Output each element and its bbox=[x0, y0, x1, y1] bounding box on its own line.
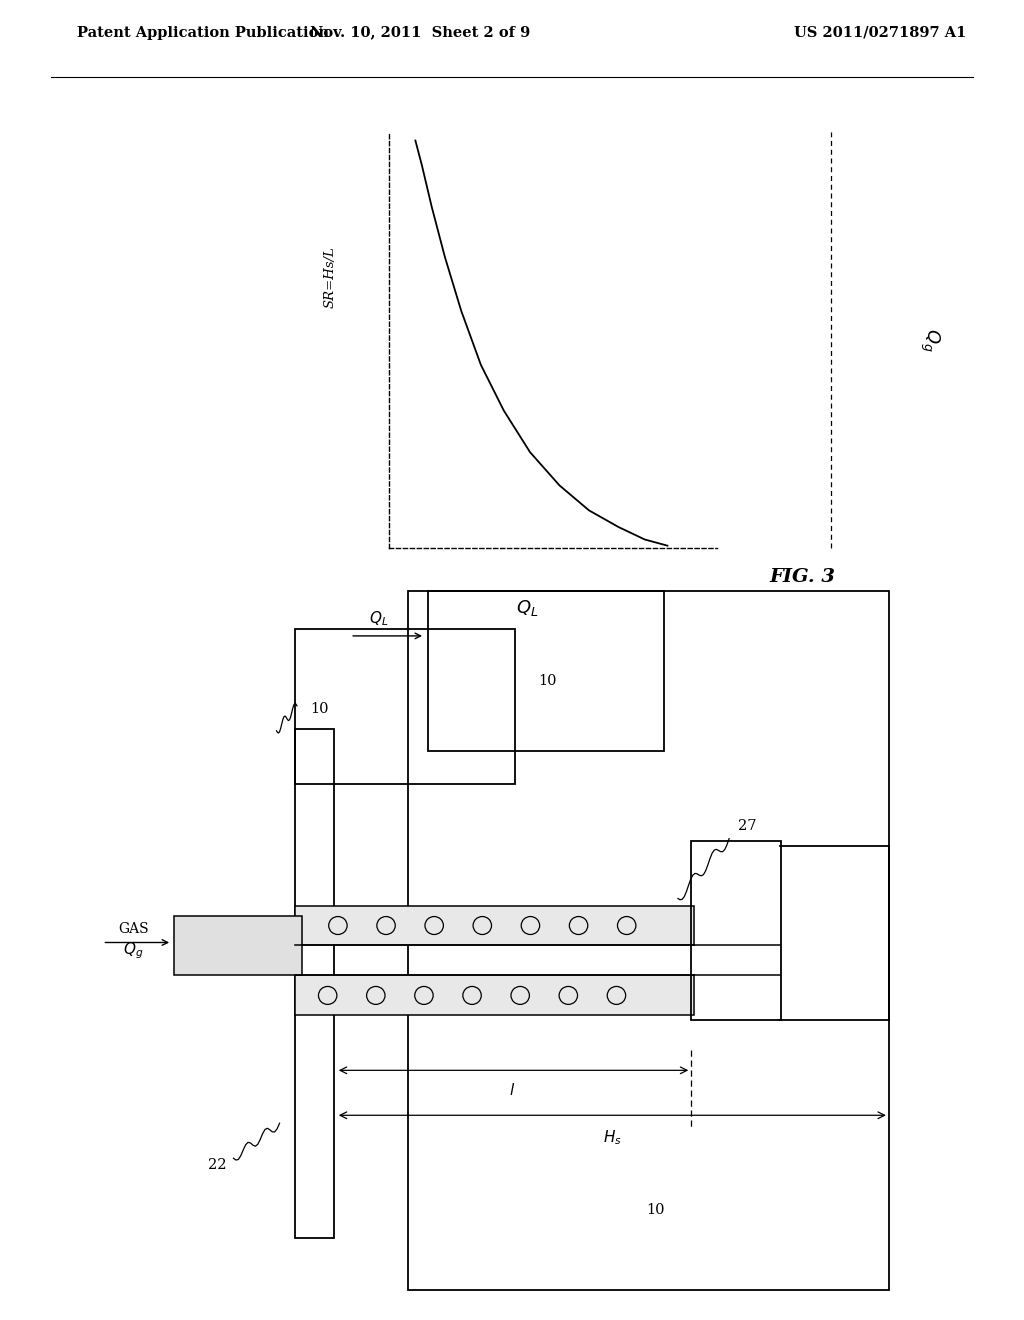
Text: $Q_g$: $Q_g$ bbox=[123, 940, 143, 961]
Text: $Q_g$: $Q_g$ bbox=[919, 329, 941, 351]
Bar bbox=[295, 975, 694, 1015]
Bar bbox=[428, 591, 664, 751]
Text: 10: 10 bbox=[310, 702, 329, 715]
Text: FIG. 3: FIG. 3 bbox=[770, 569, 836, 586]
Bar bbox=[295, 906, 694, 945]
Text: $Q_L$: $Q_L$ bbox=[515, 598, 538, 618]
Bar bbox=[295, 729, 334, 1238]
Bar bbox=[174, 916, 302, 975]
Text: GAS: GAS bbox=[118, 921, 148, 936]
Text: 22: 22 bbox=[208, 1158, 226, 1172]
Text: Patent Application Publication: Patent Application Publication bbox=[77, 25, 329, 40]
Text: $l$: $l$ bbox=[509, 1082, 515, 1098]
Text: $H_s$: $H_s$ bbox=[603, 1129, 622, 1147]
Text: US 2011/0271897 A1: US 2011/0271897 A1 bbox=[794, 25, 966, 40]
Bar bbox=[295, 628, 515, 784]
Bar bbox=[691, 841, 781, 1020]
Text: 10: 10 bbox=[646, 1203, 665, 1217]
Text: 27: 27 bbox=[738, 818, 757, 833]
Text: SR=Hs/L: SR=Hs/L bbox=[324, 247, 337, 309]
Text: Nov. 10, 2011  Sheet 2 of 9: Nov. 10, 2011 Sheet 2 of 9 bbox=[309, 25, 530, 40]
Bar bbox=[408, 591, 889, 1290]
Text: 10: 10 bbox=[539, 673, 557, 688]
Text: $Q_L$: $Q_L$ bbox=[370, 610, 388, 628]
